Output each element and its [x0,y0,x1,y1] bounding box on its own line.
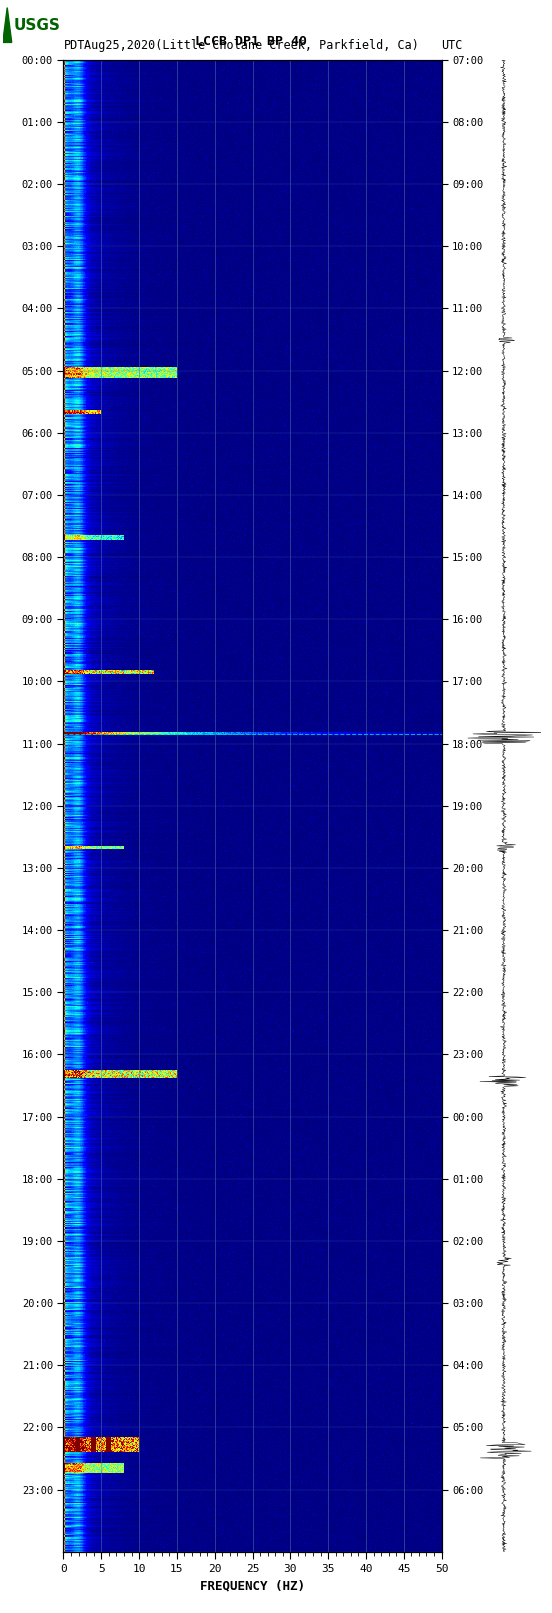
Text: PDT: PDT [63,39,85,52]
Text: UTC: UTC [442,39,463,52]
Text: Aug25,2020(Little Cholane Creek, Parkfield, Ca): Aug25,2020(Little Cholane Creek, Parkfie… [84,39,418,52]
X-axis label: FREQUENCY (HZ): FREQUENCY (HZ) [200,1579,305,1592]
Polygon shape [3,8,12,42]
Text: LCCB DP1 BP 40: LCCB DP1 BP 40 [195,34,307,47]
Text: USGS: USGS [14,18,61,32]
